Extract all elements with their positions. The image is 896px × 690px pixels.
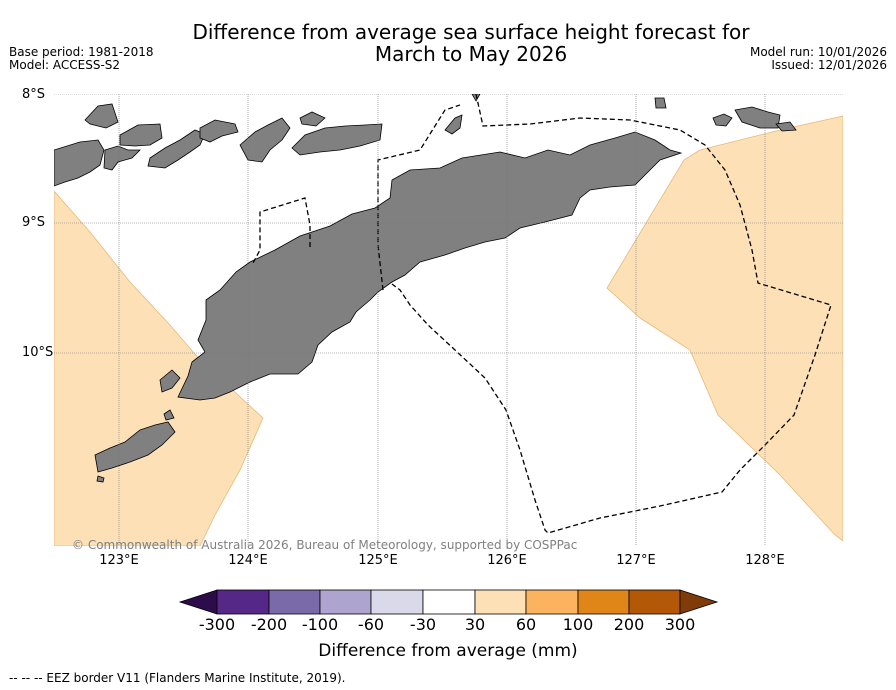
lon-label-126e: 126°E [487, 553, 527, 568]
colorbar-bin-3 [319, 589, 372, 615]
lon-label-127e: 127°E [616, 553, 656, 568]
colorbar-bin-6 [474, 589, 527, 615]
island-lakor [775, 121, 797, 132]
island-solor [103, 145, 141, 171]
colorbar-bin-9 [628, 589, 681, 615]
island-rote [94, 421, 176, 473]
figure-title-line-1: Difference from average sea surface heig… [192, 20, 750, 44]
island-kisar [654, 97, 667, 109]
eez-border-line [252, 94, 832, 534]
model-run-text: Model run: 10/01/2026 [749, 45, 887, 59]
island-wetar [291, 123, 383, 156]
issued-text: Issued: 12/01/2026 [771, 58, 887, 72]
island-alor [239, 117, 291, 163]
colorbar-bin-5 [422, 589, 476, 615]
copyright-text: © Commonwealth of Australia 2026, Bureau… [72, 538, 578, 552]
graticule [54, 94, 843, 546]
island-pantar-west [84, 103, 119, 129]
land-masses [54, 94, 797, 483]
colorbar-extend-min [178, 589, 218, 615]
anomaly-zone-east [606, 115, 843, 542]
lon-label-123e: 123°E [99, 553, 139, 568]
colorbar-title: Difference from average (mm) [318, 641, 578, 661]
colorbar-tick-label: -60 [357, 615, 385, 634]
colorbar-tick-label: 30 [464, 615, 486, 634]
lat-label-8s: 8°S [22, 87, 46, 102]
colorbar-bin-7 [525, 589, 579, 615]
lon-label-124e: 124°E [228, 553, 268, 568]
lon-label-128e: 128°E [745, 553, 785, 568]
island-lembata [147, 129, 206, 169]
colorbar-tick-label: -300 [198, 615, 236, 634]
island-small-north [299, 111, 326, 127]
lat-label-9s: 9°S [22, 215, 46, 230]
colorbar-tick-label: 60 [515, 615, 537, 634]
colorbar-bin-4 [370, 589, 424, 615]
base-period-text: Base period: 1981-2018 [9, 45, 154, 59]
island-flores-east [54, 139, 105, 187]
island-semau [159, 369, 181, 393]
map-area [54, 94, 843, 546]
colorbar-bin-8 [577, 589, 630, 615]
island-tiny-north [471, 94, 481, 102]
colorbar [178, 589, 719, 615]
island-adonara [119, 123, 163, 147]
island-pantar [199, 119, 239, 143]
lat-label-10s: 10°S [22, 345, 54, 360]
colorbar-bin-1 [216, 589, 270, 615]
colorbar-tick-label: 200 [613, 615, 645, 634]
colorbar-tick-label: 100 [562, 615, 594, 634]
lon-label-125e: 125°E [358, 553, 398, 568]
eez-legend-note: -- -- -- EEZ border V11 (Flanders Marine… [9, 671, 346, 685]
colorbar-extend-max [679, 589, 719, 615]
colorbar-tick-label: -30 [409, 615, 437, 634]
model-text: Model: ACCESS-S2 [9, 58, 121, 72]
colorbar-tick-label: -100 [301, 615, 339, 634]
colorbar-tick-label: -200 [250, 615, 288, 634]
island-rote-north [163, 409, 175, 421]
island-atauro [444, 114, 463, 135]
colorbar-bin-2 [268, 589, 321, 615]
colorbar-tick-label: 300 [664, 615, 696, 634]
island-leti [712, 113, 733, 127]
figure-title-line-2: March to May 2026 [374, 42, 568, 66]
island-moa [734, 106, 781, 129]
island-ndao [96, 475, 105, 483]
timor-island [177, 131, 683, 401]
